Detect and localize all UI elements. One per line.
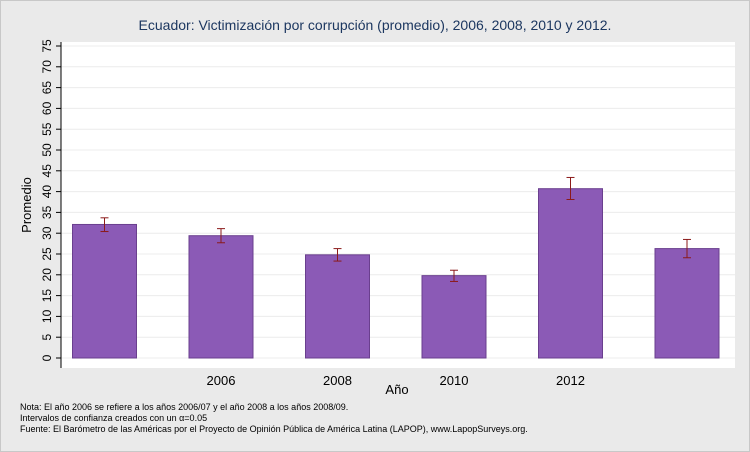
error-bars	[100, 176, 691, 282]
y-tick-label: 10	[40, 309, 54, 323]
y-axis-label: Promedio	[19, 177, 34, 233]
y-tick-label: 15	[40, 289, 54, 303]
y-tick-label: 0	[40, 354, 54, 361]
bar	[421, 275, 487, 359]
y-tick-label: 45	[40, 164, 54, 178]
y-tick-label: 70	[40, 60, 54, 74]
footnote-source: Fuente: El Barómetro de las Américas por…	[20, 424, 528, 434]
bar	[188, 235, 254, 359]
footnote-years: Nota: El año 2006 se refiere a los años …	[20, 402, 349, 412]
plot-area	[61, 42, 735, 368]
x-tick-label: 2006	[207, 373, 236, 388]
y-tick-label: 50	[40, 143, 54, 157]
x-tick-label: 2012	[556, 373, 585, 388]
axes: 0 5 10 15 20 25 30 35 40 45 50 55 60 65 70 75 2006 2008 20…	[40, 39, 585, 388]
bar	[654, 248, 720, 359]
gridlines	[61, 45, 735, 359]
y-tick-label: 5	[40, 334, 54, 341]
y-tick-label: 25	[40, 247, 54, 261]
bar	[305, 254, 370, 359]
y-tick-label: 55	[40, 122, 54, 136]
bar	[72, 223, 137, 359]
y-tick-label: 20	[40, 268, 54, 282]
y-tick-label: 30	[40, 226, 54, 240]
y-tick-label: 40	[40, 185, 54, 199]
x-tick-label: 2010	[440, 373, 469, 388]
y-tick-label: 65	[40, 81, 54, 95]
y-tick-label: 35	[40, 205, 54, 219]
footnote-confidence: Intervalos de confianza creados con un α…	[20, 413, 208, 423]
x-tick-label: 2008	[323, 373, 352, 388]
chart-title: Ecuador: Victimización por corrupción (p…	[138, 17, 612, 33]
y-tick-label: 60	[40, 101, 54, 115]
bars	[72, 188, 720, 359]
y-tick-label: 75	[40, 39, 54, 53]
bar	[538, 188, 603, 359]
x-axis-label: Año	[385, 382, 408, 397]
